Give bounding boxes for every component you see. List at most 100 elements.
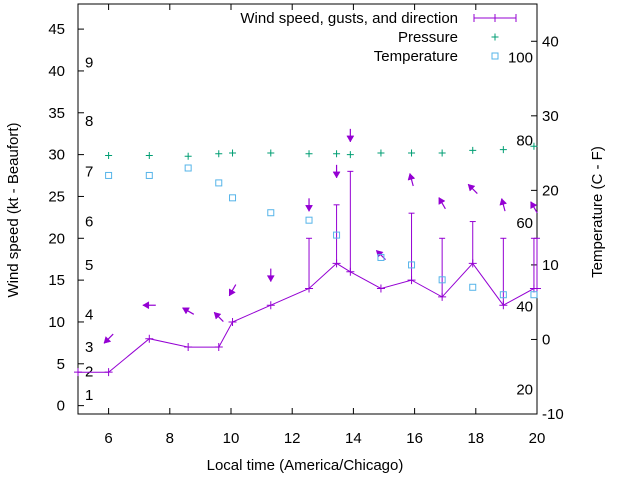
temperature-point	[469, 283, 477, 291]
temperature-point	[377, 253, 385, 261]
wind-arrow-head	[499, 198, 508, 206]
pressure-point	[229, 149, 237, 157]
left-tick-label: 45	[48, 21, 65, 38]
wind-speed-point	[332, 259, 341, 268]
wind-arrow-head	[407, 172, 416, 181]
beaufort-label: 7	[85, 163, 93, 180]
wind-speed-point	[499, 301, 508, 310]
wind-arrow-head	[142, 301, 150, 310]
wind-speed-point	[533, 284, 541, 293]
x-tick-label: 20	[529, 430, 546, 447]
left-tick-label: 35	[48, 105, 65, 122]
wind-speed-point	[468, 259, 477, 268]
wind-arrow-head	[467, 183, 476, 192]
beaufort-label: 9	[85, 55, 93, 72]
pressure-point	[215, 150, 223, 158]
temperature-point	[499, 291, 507, 299]
pressure-point	[184, 152, 192, 160]
plot-border	[77, 3, 538, 415]
pressure-point	[499, 146, 507, 154]
wind-arrow-head	[305, 205, 313, 212]
beaufort-label: 4	[85, 306, 93, 323]
left-tick-label: 20	[48, 230, 65, 247]
left-tick-label: 10	[48, 314, 65, 331]
right-axis-label: Temperature (C - F)	[589, 146, 606, 278]
left-tick-label: 15	[48, 272, 65, 289]
wind-speed-point	[104, 368, 113, 377]
temperature-series	[105, 164, 538, 299]
right-tick-label: 10	[542, 257, 559, 274]
right-tick-label: 30	[542, 108, 559, 125]
fahrenheit-label: 100	[508, 50, 533, 67]
wind-speed-point	[266, 301, 275, 310]
pressure-point	[333, 150, 341, 158]
legend-wind-marker	[473, 14, 517, 22]
left-axis-label: Wind speed (kt - Beaufort)	[5, 122, 22, 297]
wind-arrow-head	[266, 275, 275, 283]
wind-arrow-head	[103, 336, 112, 344]
temperature-point	[229, 194, 237, 202]
x-tick-label: 18	[467, 430, 484, 447]
temperature-point	[408, 261, 416, 269]
legend-temperature-label: Temperature	[374, 48, 458, 65]
wind-gusts	[306, 170, 540, 306]
left-tick-label: 5	[57, 356, 65, 373]
x-axis: 6 8 10 12 14 16 18 20	[104, 4, 545, 447]
beaufort-label: 8	[85, 113, 93, 130]
fahrenheit-label: 40	[516, 299, 533, 316]
legend-wind-label: Wind speed, gusts, and direction	[240, 10, 458, 27]
pressure-point	[377, 149, 385, 157]
beaufort-label: 3	[85, 339, 93, 356]
wind-speed-point	[228, 317, 237, 326]
left-tick-label: 30	[48, 147, 65, 164]
pressure-point	[105, 151, 113, 159]
temperature-point	[105, 171, 113, 179]
temperature-point	[530, 291, 538, 299]
temperature-point	[438, 276, 446, 284]
right-tick-label: -10	[542, 406, 564, 423]
fahrenheit-label: 20	[516, 381, 533, 398]
right-tick-label: 20	[542, 182, 559, 199]
left-tick-label: 0	[57, 398, 65, 415]
wind-speed-point	[145, 334, 154, 343]
pressure-point	[305, 150, 313, 158]
fahrenheit-label: 80	[516, 132, 533, 149]
beaufort-label: 6	[85, 214, 93, 231]
temperature-point	[145, 171, 153, 179]
wind-speed-point	[407, 276, 416, 285]
temperature-point	[184, 164, 192, 172]
wind-arrow-head	[346, 135, 355, 143]
x-tick-label: 14	[345, 430, 362, 447]
x-axis-label: Local time (America/Chicago)	[207, 457, 404, 474]
right-axis: -10 0 10 20 30 40	[531, 33, 564, 423]
wind-speed-series	[74, 259, 541, 377]
temperature-point	[333, 231, 341, 239]
legend: Wind speed, gusts, and direction Pressur…	[240, 10, 517, 65]
wind-speed-line	[78, 262, 537, 373]
beaufort-label: 1	[85, 387, 93, 404]
pressure-point	[408, 149, 416, 157]
wind-speed-point	[376, 284, 385, 293]
pressure-point	[469, 146, 477, 154]
wind-arrow-head	[438, 197, 446, 205]
legend-pressure-swatch	[491, 33, 499, 41]
temperature-point	[215, 179, 223, 187]
x-tick-label: 10	[223, 430, 240, 447]
pressure-point	[346, 151, 354, 159]
wind-speed-point	[184, 343, 193, 352]
plot-frame	[77, 3, 538, 415]
legend-pressure-label: Pressure	[398, 29, 458, 46]
pressure-point	[145, 151, 153, 159]
wind-arrow-head	[213, 311, 222, 320]
pressure-point	[438, 149, 446, 157]
wind-arrow-head	[182, 307, 190, 315]
beaufort-label: 5	[85, 257, 93, 274]
wind-arrow-head	[530, 201, 538, 210]
fahrenheit-label: 60	[516, 215, 533, 232]
x-tick-label: 8	[166, 430, 174, 447]
pressure-point	[267, 149, 275, 157]
wind-speed-point	[438, 292, 447, 301]
right-tick-label: 40	[542, 33, 559, 50]
